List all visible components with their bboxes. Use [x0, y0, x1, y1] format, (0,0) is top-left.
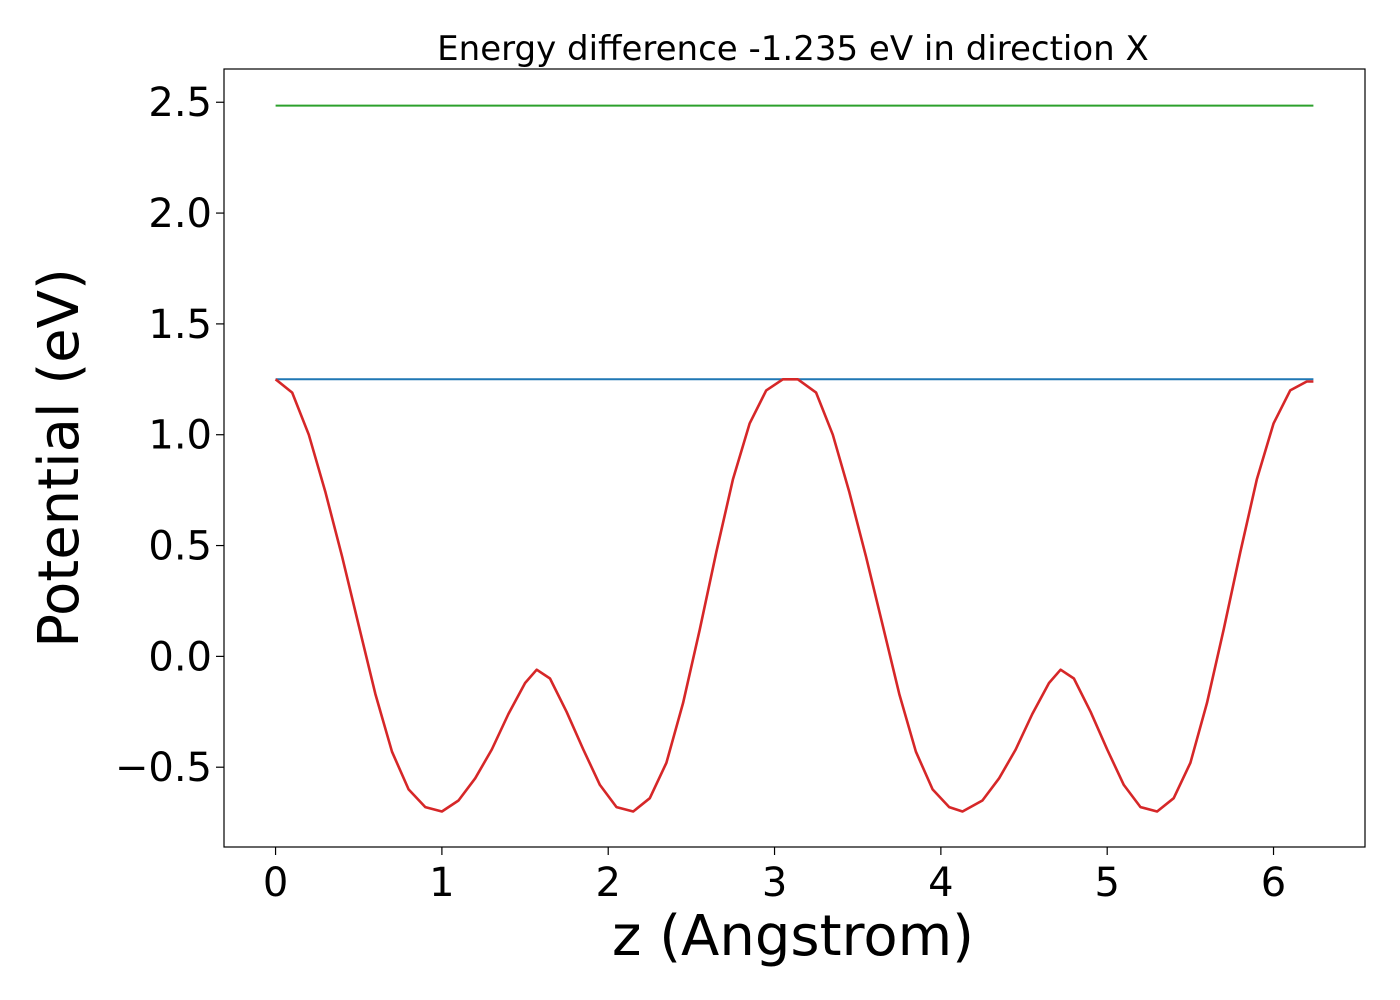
x-tick-label: 0: [263, 860, 288, 906]
x-axis-label: z (Angstrom): [612, 904, 974, 969]
x-tick-label: 2: [595, 860, 620, 906]
y-tick-label: 1.5: [148, 302, 212, 348]
series-potential-curve: [274, 377, 1314, 813]
chart-title: Energy difference -1.235 eV in direction…: [437, 29, 1149, 69]
plot-area: [274, 104, 1314, 813]
x-tick-label: 1: [429, 860, 454, 906]
x-axis-ticks: 0 1 2 3 4 5 6: [263, 847, 1286, 906]
x-tick-label: 6: [1261, 860, 1286, 906]
y-axis-ticks: −0.5 0.0 0.5 1.0 1.5 2.0 2.5: [115, 80, 224, 791]
y-tick-label: 2.5: [148, 80, 212, 126]
y-tick-label: 1.0: [148, 413, 212, 459]
series-layer: [274, 104, 1314, 813]
y-tick-label: −0.5: [115, 745, 212, 791]
y-tick-label: 0.5: [148, 524, 212, 570]
y-tick-label: 2.0: [148, 191, 212, 237]
x-tick-label: 3: [762, 860, 787, 906]
x-tick-label: 5: [1094, 860, 1119, 906]
y-tick-label: 0.0: [148, 634, 212, 680]
plot-frame: [223, 68, 1366, 848]
y-axis-label: Potential (eV): [27, 268, 92, 648]
x-tick-label: 4: [928, 860, 953, 906]
